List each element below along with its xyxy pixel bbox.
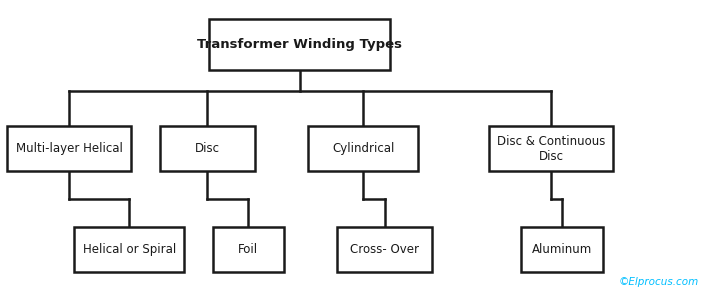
- Text: Helical or Spiral: Helical or Spiral: [83, 243, 176, 256]
- FancyBboxPatch shape: [7, 126, 131, 171]
- Text: Multi-layer Helical: Multi-layer Helical: [16, 142, 123, 155]
- FancyBboxPatch shape: [74, 227, 184, 272]
- Text: Cylindrical: Cylindrical: [333, 142, 394, 155]
- FancyBboxPatch shape: [213, 227, 284, 272]
- FancyBboxPatch shape: [308, 126, 418, 171]
- Text: ©Elprocus.com: ©Elprocus.com: [618, 277, 698, 287]
- Text: Foil: Foil: [238, 243, 258, 256]
- Text: Disc: Disc: [195, 142, 220, 155]
- Text: Cross- Over: Cross- Over: [350, 243, 419, 256]
- Text: Disc & Continuous
Disc: Disc & Continuous Disc: [497, 135, 605, 163]
- FancyBboxPatch shape: [521, 227, 603, 272]
- Text: Transformer Winding Types: Transformer Winding Types: [197, 38, 402, 51]
- FancyBboxPatch shape: [337, 227, 432, 272]
- FancyBboxPatch shape: [160, 126, 255, 171]
- Text: Aluminum: Aluminum: [532, 243, 592, 256]
- FancyBboxPatch shape: [209, 19, 390, 70]
- FancyBboxPatch shape: [489, 126, 613, 171]
